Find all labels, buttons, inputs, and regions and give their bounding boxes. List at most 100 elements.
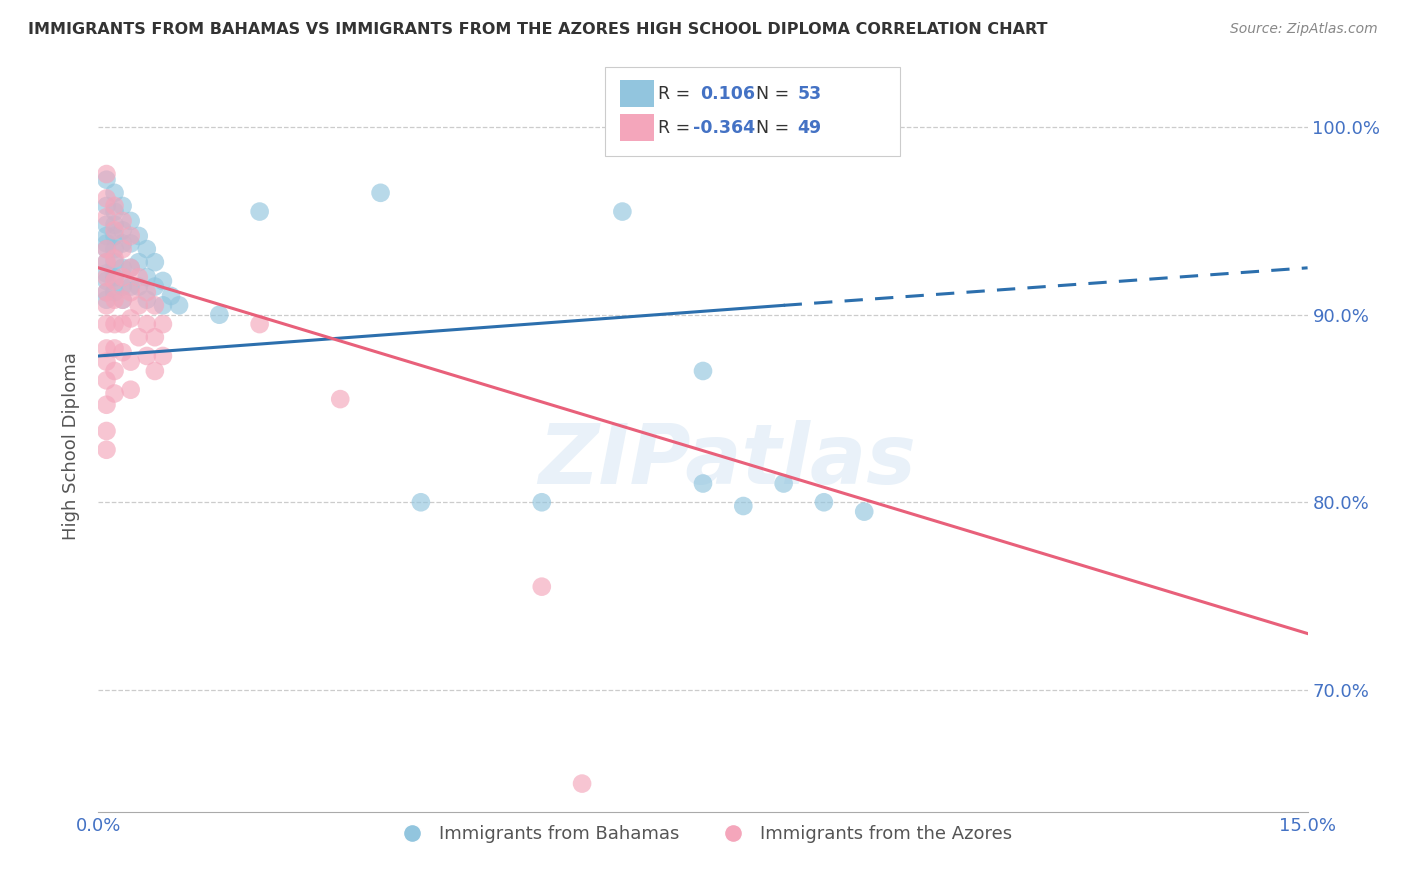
Text: -0.364: -0.364 [693,119,755,136]
Point [96,274,118,288]
Point [103,218,125,232]
Text: 49: 49 [797,119,821,136]
Point [96,199,118,213]
Text: 0.106: 0.106 [700,85,755,103]
Point [120,354,142,368]
Point [120,236,142,251]
Point [128,279,150,293]
Point [813,495,835,509]
Point [135,242,157,256]
Point [128,229,150,244]
Text: N =: N = [745,119,794,136]
Point [96,398,118,412]
Point [135,285,157,300]
Point [111,317,134,331]
Point [111,279,134,293]
Point [167,298,190,312]
Point [530,495,553,509]
Point [96,255,118,269]
Point [111,345,134,359]
Point [103,274,125,288]
Point [96,270,118,285]
Point [96,167,118,181]
Point [96,242,118,256]
Point [103,186,125,200]
Point [103,386,125,401]
Point [692,476,714,491]
Point [409,495,432,509]
Point [96,298,118,312]
Point [120,311,142,326]
Point [111,293,134,307]
Point [96,191,118,205]
Point [143,298,166,312]
Point [103,223,125,237]
Point [96,317,118,331]
Text: R =: R = [658,85,696,103]
Point [128,255,150,269]
Point [111,223,134,237]
Point [111,214,134,228]
Point [96,236,118,251]
Point [96,373,118,387]
Point [96,354,118,368]
Y-axis label: High School Diploma: High School Diploma [62,352,80,540]
Point [96,424,118,438]
Point [152,317,174,331]
Point [135,349,157,363]
Point [103,293,125,307]
Point [135,293,157,307]
Point [111,270,134,285]
Point [733,499,755,513]
Point [143,255,166,269]
Point [120,383,142,397]
Point [128,330,150,344]
Point [143,330,166,344]
Point [120,214,142,228]
Point [370,186,392,200]
Point [152,349,174,363]
Point [208,308,231,322]
Point [152,274,174,288]
Point [96,442,118,457]
Point [111,293,134,307]
Point [96,242,118,256]
Point [103,252,125,266]
Text: R =: R = [658,119,696,136]
Point [103,255,125,269]
Point [692,364,714,378]
Point [103,204,125,219]
Point [530,580,553,594]
Point [853,505,876,519]
Point [135,317,157,331]
Text: Source: ZipAtlas.com: Source: ZipAtlas.com [1230,22,1378,37]
Text: IMMIGRANTS FROM BAHAMAS VS IMMIGRANTS FROM THE AZORES HIGH SCHOOL DIPLOMA CORREL: IMMIGRANTS FROM BAHAMAS VS IMMIGRANTS FR… [28,22,1047,37]
Point [143,364,166,378]
Legend: Immigrants from Bahamas, Immigrants from the Azores: Immigrants from Bahamas, Immigrants from… [387,818,1019,850]
Point [120,260,142,275]
Point [329,392,352,406]
Point [111,236,134,251]
Point [128,270,150,285]
Point [111,260,134,275]
Point [103,199,125,213]
Text: ZIPatlas: ZIPatlas [538,420,917,501]
Point [120,229,142,244]
Point [96,285,118,300]
Point [96,255,118,269]
Text: N =: N = [745,85,794,103]
Point [111,242,134,256]
Point [103,342,125,356]
Point [103,364,125,378]
Point [96,267,118,281]
Point [96,342,118,356]
Point [143,279,166,293]
Point [96,229,118,244]
Point [103,270,125,285]
Point [103,285,125,300]
Point [120,285,142,300]
Point [103,229,125,244]
Point [96,293,118,307]
Point [160,289,183,303]
Point [103,317,125,331]
